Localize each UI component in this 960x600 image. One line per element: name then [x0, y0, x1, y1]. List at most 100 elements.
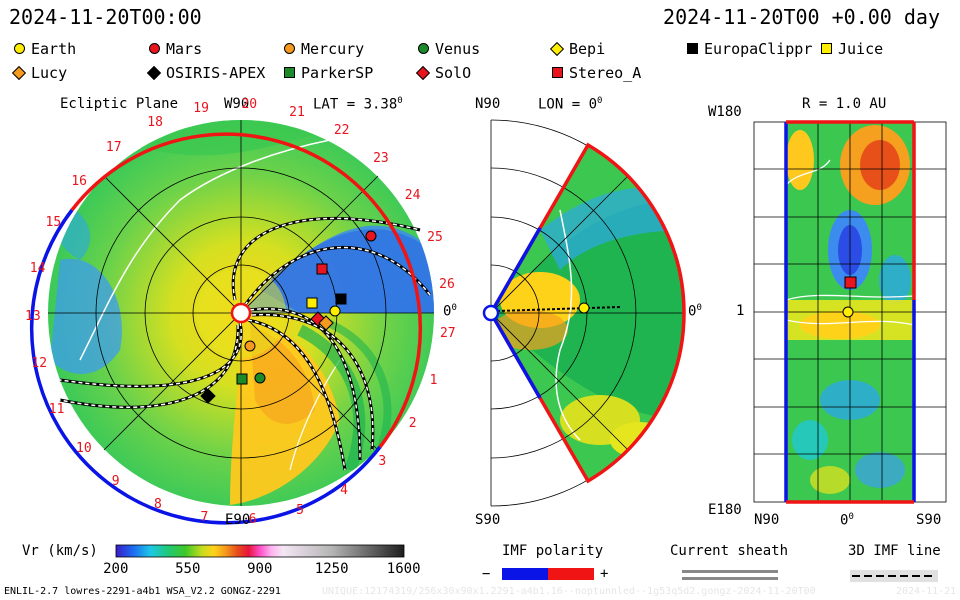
carrington-tick: 11: [48, 401, 65, 417]
imf-negative-swatch: [502, 568, 548, 580]
ecliptic-top-label: W90: [224, 96, 250, 112]
ecliptic-markers: [200, 230, 377, 404]
legend-item-parkersp: ParkerSP: [283, 64, 373, 82]
imf-minus-label: −: [482, 566, 491, 582]
legend-label: Juice: [838, 40, 884, 58]
carrington-tick: 4: [340, 483, 348, 499]
run-id: UNIQUE:12174319/256x30x90x1.2291-a4b1.16…: [322, 586, 816, 597]
ecliptic-title: Ecliptic Plane: [60, 96, 179, 112]
circle-marker-icon: [418, 43, 429, 54]
latlon-stereo-a-marker: [844, 276, 857, 289]
marker-venus: [254, 372, 266, 384]
legend-label: Mars: [166, 40, 203, 58]
current-sheath-line1: [682, 570, 778, 573]
latlon-bottom-right: S90: [916, 512, 942, 528]
square-marker-icon: [687, 43, 698, 54]
marker-osiris-apex: [200, 388, 216, 404]
carrington-tick: 27: [439, 325, 456, 341]
legend-item-earth: Earth: [13, 40, 76, 58]
carrington-tick: 5: [296, 503, 304, 519]
legend-label: EuropaClippr: [704, 40, 813, 58]
imf-lines: [59, 217, 432, 471]
legend-label: Lucy: [31, 64, 68, 82]
meridional-title: LON = 00: [538, 96, 603, 113]
marker-mars: [365, 230, 377, 242]
legend-item-stereo-a: Stereo_A: [551, 64, 641, 82]
meridional-earth-marker: [578, 302, 590, 314]
meridional-boundary-north: [489, 142, 686, 314]
carrington-tick: 8: [153, 497, 162, 513]
ecliptic-lat-label: LAT = 3.380: [313, 96, 403, 113]
colorbar-label: Vr (km/s): [22, 543, 98, 559]
carrington-tick: 20: [241, 97, 258, 113]
ecliptic-boundary-positive: [70, 132, 423, 449]
legend-item-bepi: Bepi: [549, 40, 605, 58]
legend-item-europaclippr: EuropaClippr: [686, 40, 812, 58]
latlon-left-top: W180: [708, 104, 742, 120]
current-sheath-title: Current sheath: [670, 543, 789, 559]
latlon-left-bottom: E180: [708, 502, 742, 518]
carrington-tick: 6: [248, 512, 257, 528]
carrington-tick: 24: [404, 187, 421, 203]
carrington-tick: 18: [147, 115, 163, 131]
colorbar-tick-label: 1600: [386, 561, 421, 577]
carrington-tick: 3: [378, 453, 387, 469]
carrington-tick: 7: [200, 510, 209, 526]
legend-item-mercury: Mercury: [283, 40, 364, 58]
colorbar: [115, 544, 405, 558]
carrington-tick: 19: [193, 100, 209, 116]
meridional-boundary-south: [489, 312, 686, 484]
carrington-tick: 13: [25, 308, 41, 324]
carrington-tick: 15: [45, 214, 62, 230]
carrington-tick: 12: [31, 356, 48, 372]
ecliptic-right-label: 00: [443, 303, 457, 320]
meridional-top-label: N90: [475, 96, 501, 112]
carrington-tick: 25: [427, 230, 443, 246]
sun-icon: [230, 302, 252, 324]
legend-item-mars: Mars: [148, 40, 202, 58]
circle-marker-icon: [14, 43, 25, 54]
marker-lucy: [318, 315, 334, 331]
colorbar-tick-label: 900: [247, 561, 273, 577]
marker-parkersp: [236, 373, 248, 385]
marker-mercury: [244, 340, 256, 352]
carrington-tick: 26: [439, 277, 455, 293]
model-info: ENLIL-2.7 lowres-2291-a4b1 WSA_V2.2 GONG…: [4, 586, 281, 597]
square-marker-icon: [284, 67, 295, 78]
carrington-tick: 14: [29, 260, 46, 276]
ecliptic-bottom-label: E90: [225, 512, 251, 528]
circle-marker-icon: [149, 43, 160, 54]
latlon-bottom-left: N90: [754, 512, 780, 528]
circle-marker-icon: [284, 43, 295, 54]
carrington-tick: 16: [71, 174, 87, 190]
legend-item-osiris-apex: OSIRIS-APEX: [146, 64, 266, 82]
latlon-title: R = 1.0 AU: [802, 96, 887, 112]
imf-plus-label: +: [600, 566, 609, 582]
meridional-bottom-label: S90: [475, 512, 501, 528]
square-marker-icon: [552, 67, 563, 78]
carrington-tick: 23: [373, 151, 389, 167]
legend-label: Mercury: [301, 40, 365, 58]
carrington-tick: 17: [105, 140, 122, 156]
marker-juice: [306, 297, 318, 309]
latlon-left-mid: 1: [736, 303, 745, 319]
carrington-tick: 2: [408, 416, 417, 432]
legend-label: OSIRIS-APEX: [166, 64, 266, 82]
latlon-bottom-mid: 00: [840, 512, 854, 529]
legend-label: Venus: [435, 40, 481, 58]
legend-label: Earth: [31, 40, 77, 58]
latlon-earth-marker: [842, 306, 854, 318]
meridional-right-label: 00: [688, 303, 702, 320]
colorbar-tick-label: 200: [103, 561, 129, 577]
carrington-tick: 9: [111, 473, 120, 489]
carrington-tick: 21: [289, 104, 305, 120]
timestamp-left: 2024-11-20T00:00: [9, 5, 202, 29]
carrington-tick: 22: [333, 123, 350, 139]
legend-item-juice: Juice: [820, 40, 883, 58]
carrington-tick: 1: [429, 372, 438, 388]
run-date: 2024-11-21: [896, 586, 957, 597]
carrington-tick: 10: [76, 441, 92, 457]
colorbar-tick-label: 1250: [314, 561, 349, 577]
legend-item-venus: Venus: [417, 40, 480, 58]
